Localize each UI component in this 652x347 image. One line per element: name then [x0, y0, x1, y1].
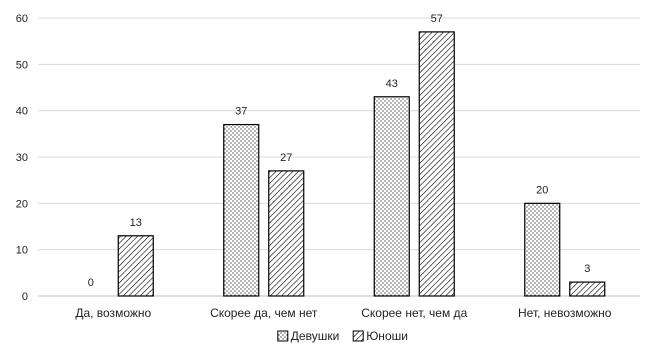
data-label: 13	[130, 217, 142, 229]
y-tick-label: 40	[16, 106, 28, 118]
x-tick-label: Скорее нет, чем да	[361, 306, 467, 320]
x-tick-label: Нет, невозможно	[518, 306, 612, 320]
bars	[117, 31, 606, 297]
bar-boys	[268, 170, 305, 297]
y-tick-label: 50	[16, 59, 28, 71]
legend-swatch	[277, 330, 289, 342]
data-label: 20	[536, 184, 548, 196]
y-tick-label: 30	[16, 152, 28, 164]
y-tick-label: 20	[16, 198, 28, 210]
bar-girls	[223, 123, 260, 297]
x-tick-label: Да, возможно	[75, 306, 151, 320]
data-label: 57	[431, 13, 443, 25]
y-axis-ticks: 0 10 20 30 40 50 60	[16, 13, 28, 303]
y-tick-label: 0	[22, 291, 28, 303]
legend: Девушки Юноши	[277, 329, 408, 343]
x-tick-label: Скорее да, чем нет	[210, 306, 318, 320]
data-label: 43	[386, 78, 398, 90]
data-label: 3	[584, 263, 590, 275]
legend-label: Девушки	[291, 329, 340, 343]
bar-boys	[117, 235, 154, 297]
bar-girls	[524, 202, 561, 297]
legend-label: Юноши	[366, 329, 408, 343]
x-axis-ticks: Да, возможно Скорее да, чем нет Скорее нет…	[75, 306, 611, 320]
data-labels: 0 13 37 27 43 57 20 3	[88, 13, 591, 289]
legend-swatch	[352, 330, 364, 342]
bar-boys	[569, 281, 606, 297]
data-label: 37	[235, 106, 247, 118]
bar-girls	[373, 96, 410, 297]
y-tick-label: 10	[16, 245, 28, 257]
y-tick-label: 60	[16, 13, 28, 25]
data-label: 27	[280, 152, 292, 164]
bar-boys	[418, 31, 455, 297]
data-label: 0	[88, 277, 94, 289]
